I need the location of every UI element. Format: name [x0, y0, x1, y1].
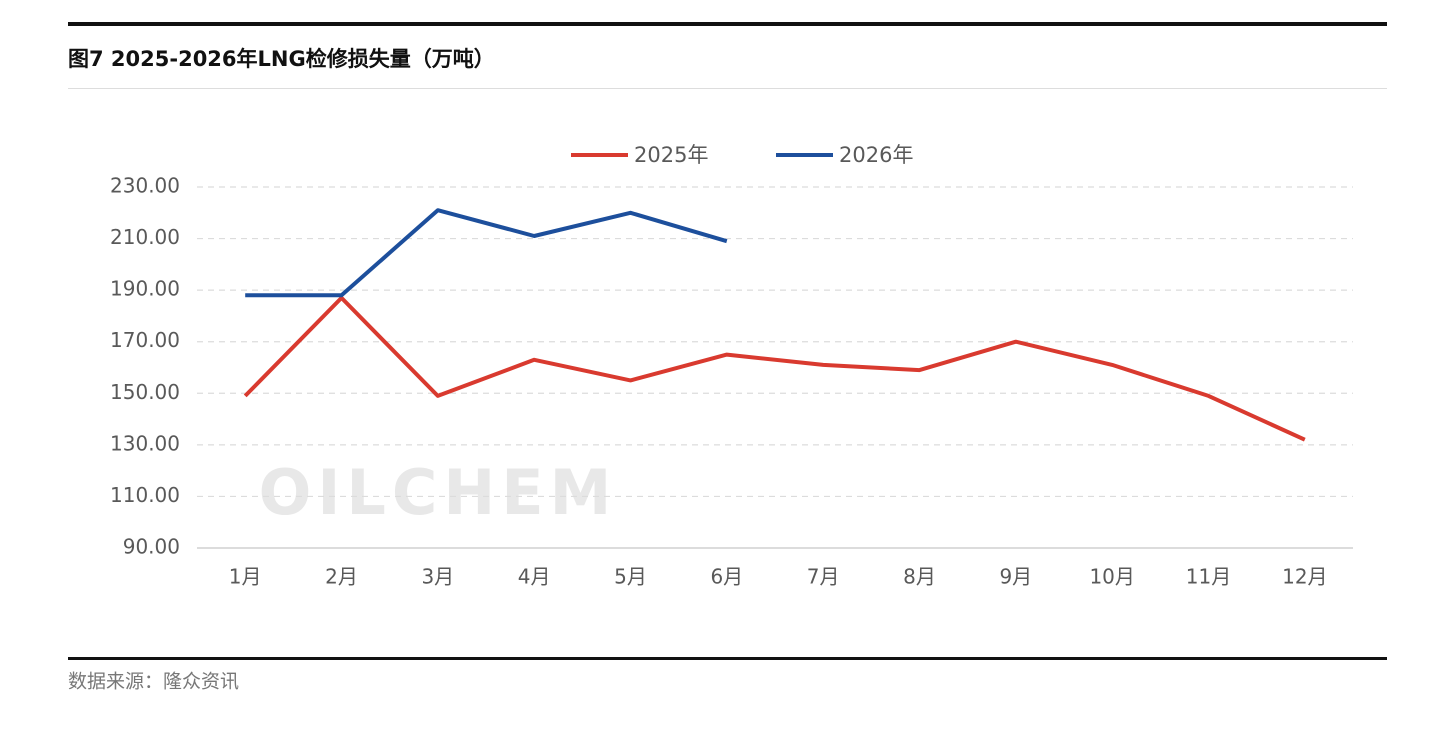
x-tick-label: 2月: [325, 565, 358, 589]
legend-label: 2026年: [839, 143, 913, 167]
x-tick-label: 5月: [614, 565, 647, 589]
x-tick-label: 7月: [807, 565, 840, 589]
legend-label: 2025年: [634, 143, 708, 167]
source: 数据来源：隆众资讯: [68, 671, 239, 693]
bottom-rule: [68, 657, 1387, 660]
y-tick-label: 210.00: [110, 225, 180, 249]
top-rule: [68, 22, 1387, 26]
y-tick-label: 110.00: [110, 483, 180, 507]
title-rule: [68, 88, 1387, 89]
y-tick-label: 90.00: [123, 535, 180, 559]
watermark: OILCHEM: [259, 456, 618, 529]
x-tick-label: 12月: [1282, 565, 1327, 589]
x-tick-label: 10月: [1089, 565, 1134, 589]
x-tick-label: 3月: [421, 565, 454, 589]
x-tick-label: 1月: [229, 565, 262, 589]
y-tick-label: 190.00: [110, 277, 180, 301]
x-tick-label: 6月: [710, 565, 743, 589]
y-tick-label: 130.00: [110, 431, 180, 455]
y-tick-label: 230.00: [110, 174, 180, 198]
x-tick-label: 9月: [999, 565, 1032, 589]
x-tick-label: 4月: [518, 565, 551, 589]
x-tick-label: 8月: [903, 565, 936, 589]
y-tick-label: 170.00: [110, 328, 180, 352]
x-tick-label: 11月: [1186, 565, 1231, 589]
y-tick-label: 150.00: [110, 380, 180, 404]
series-line: [245, 208, 728, 298]
chart-title: 图7 2025-2026年LNG检修损失量（万吨）: [68, 47, 495, 71]
series-line: [243, 295, 1306, 442]
